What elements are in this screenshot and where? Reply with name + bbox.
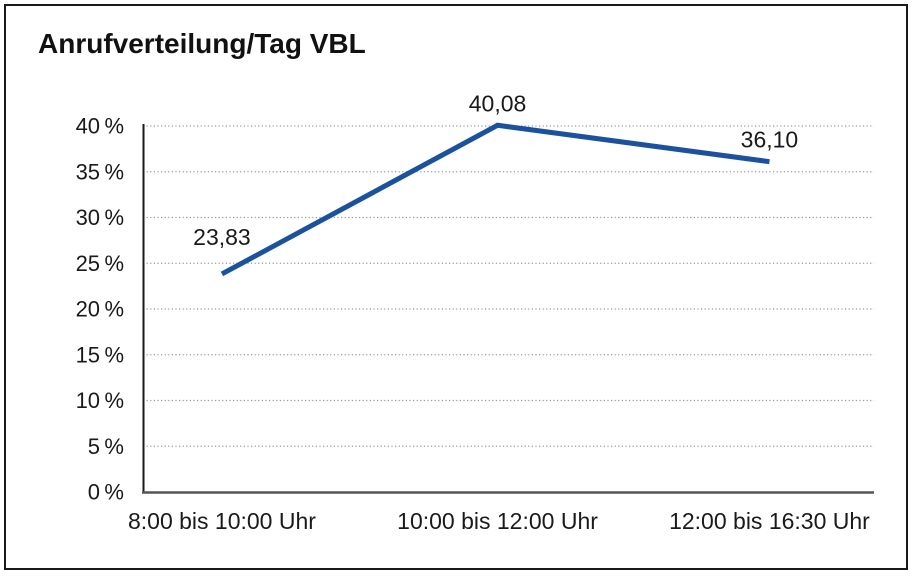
- y-axis-tick-label: 30 %: [76, 205, 124, 230]
- y-axis-tick-label: 5 %: [88, 434, 124, 459]
- y-axis-tick-label: 20 %: [76, 297, 124, 322]
- y-axis-tick-label: 10 %: [76, 388, 124, 413]
- y-axis-tick-label: 40 %: [76, 114, 124, 139]
- series-line: [220, 122, 770, 277]
- data-point-label: 40,08: [469, 90, 527, 116]
- chart-border-frame: [4, 4, 908, 570]
- x-axis-category-label: 12:00 bis 16:30 Uhr: [669, 508, 870, 534]
- x-axis-category-label: 8:00 bis 10:00 Uhr: [128, 508, 316, 534]
- y-axis-tick-label: 25 %: [76, 251, 124, 276]
- chart-title: Anrufverteilung/Tag VBL: [38, 28, 366, 59]
- data-point-label: 36,10: [741, 127, 799, 153]
- x-axis-category-label: 10:00 bis 12:00 Uhr: [397, 508, 598, 534]
- y-axis-tick-label: 15 %: [76, 342, 124, 367]
- y-axis-tick-label: 0 %: [88, 480, 124, 505]
- data-point-label: 23,83: [193, 224, 251, 250]
- y-axis-tick-label: 35 %: [76, 159, 124, 184]
